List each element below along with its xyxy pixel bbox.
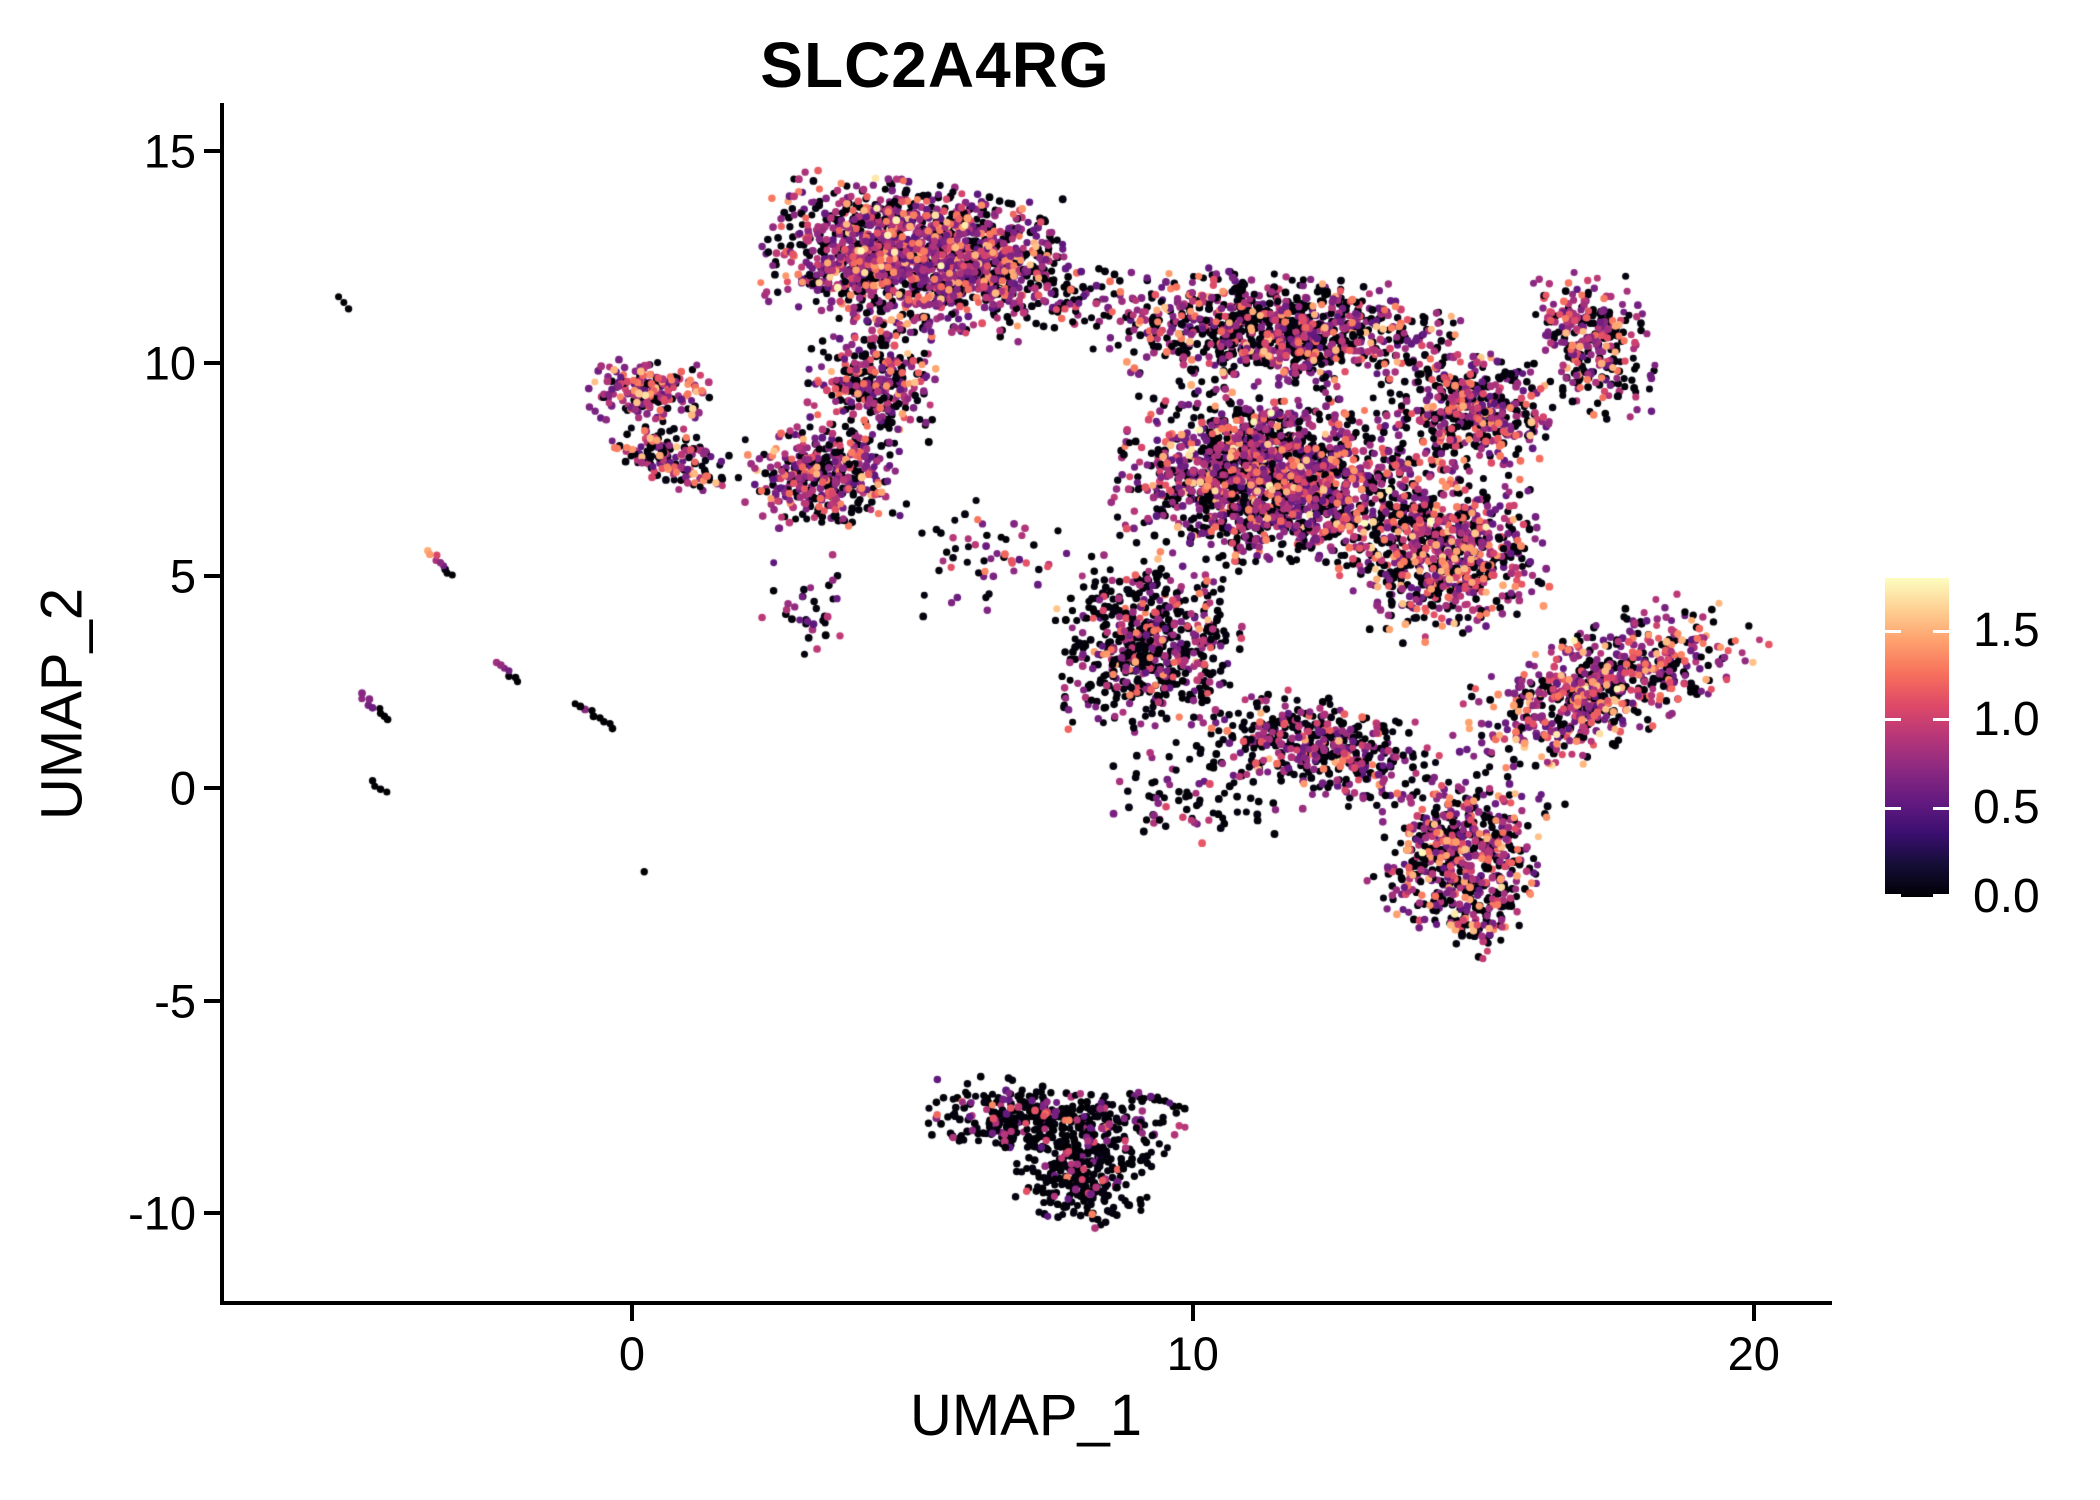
colorbar-tick-mark (1933, 894, 1949, 897)
y-tick-label: -10 (128, 1186, 196, 1240)
expression-colorbar (1885, 578, 1949, 897)
colorbar-tick-mark (1885, 806, 1901, 810)
colorbar-tick-label: 0.0 (1973, 870, 2040, 923)
y-tick-mark (204, 148, 220, 153)
colorbar-tick-mark (1885, 718, 1901, 722)
x-tick-label: 20 (1727, 1327, 1780, 1380)
colorbar-tick-label: 1.5 (1973, 604, 2040, 658)
y-tick-mark (204, 1210, 220, 1215)
y-tick-mark (204, 573, 220, 578)
colorbar-tick-mark (1885, 894, 1901, 897)
y-tick-label: 10 (143, 336, 196, 390)
x-tick-mark (1190, 1305, 1195, 1321)
colorbar-tick-mark (1885, 629, 1901, 633)
y-tick-mark (204, 998, 220, 1003)
y-tick-label: 0 (169, 761, 196, 815)
y-tick-mark (204, 786, 220, 791)
x-tick-mark (629, 1305, 634, 1321)
y-tick-label: 5 (169, 549, 196, 603)
x-axis-line (220, 1301, 1832, 1305)
x-tick-label: 0 (618, 1327, 645, 1380)
y-axis-line (220, 103, 224, 1305)
colorbar-tick-label: 1.0 (1973, 692, 2040, 746)
colorbar-tick-mark (1933, 718, 1949, 722)
colorbar-tick-label: 0.5 (1973, 781, 2040, 835)
y-tick-label: 15 (143, 124, 196, 178)
y-tick-label: -5 (154, 974, 196, 1028)
y-tick-mark (204, 361, 220, 366)
colorbar-tick-mark (1933, 629, 1949, 633)
x-axis-title: UMAP_1 (909, 1383, 1143, 1448)
x-tick-mark (1751, 1305, 1756, 1321)
x-tick-label: 10 (1166, 1327, 1219, 1380)
colorbar-tick-mark (1933, 806, 1949, 810)
